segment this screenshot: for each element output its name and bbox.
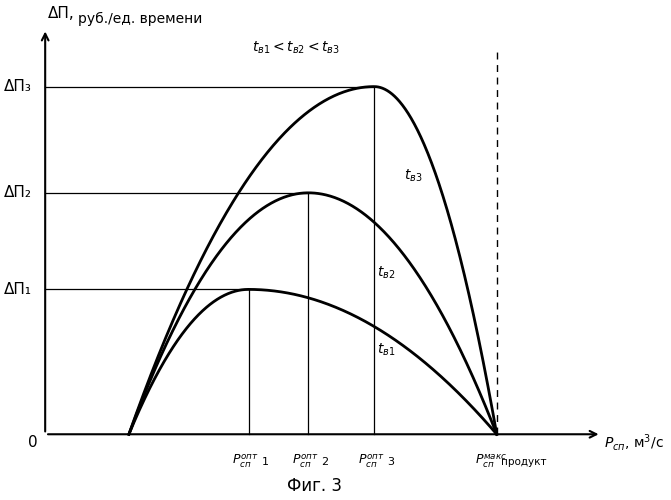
Text: $t_{в3}$: $t_{в3}$ [404,168,423,184]
Text: ΔΠ₂: ΔΠ₂ [4,186,32,200]
Text: руб./ед. времени: руб./ед. времени [78,12,203,26]
Text: $P_{сп}^{макс}$: $P_{сп}^{макс}$ [474,452,507,470]
Text: $t_{в1} < t_{в2} < t_{в3}$: $t_{в1} < t_{в2} < t_{в3}$ [252,40,340,56]
Text: 0: 0 [28,436,38,450]
Text: $t_{в1}$: $t_{в1}$ [377,342,395,358]
Text: 2: 2 [321,458,329,468]
Text: $t_{в2}$: $t_{в2}$ [377,264,395,280]
Text: ΔΠ₃: ΔΠ₃ [4,79,32,94]
Text: 1: 1 [262,458,269,468]
Text: продукт: продукт [501,458,546,468]
Text: $P_{сп}^{опт}$: $P_{сп}^{опт}$ [292,452,319,470]
Text: $P_{сп}$, м$^3$/с: $P_{сп}$, м$^3$/с [605,432,664,454]
Text: ΔΠ,: ΔΠ, [48,6,75,22]
Text: 3: 3 [387,458,395,468]
Text: Фиг. 3: Фиг. 3 [287,477,342,495]
Text: $P_{сп}^{опт}$: $P_{сп}^{опт}$ [232,452,259,470]
Text: $P_{сп}^{опт}$: $P_{сп}^{опт}$ [358,452,384,470]
Text: ΔΠ₁: ΔΠ₁ [4,282,32,297]
